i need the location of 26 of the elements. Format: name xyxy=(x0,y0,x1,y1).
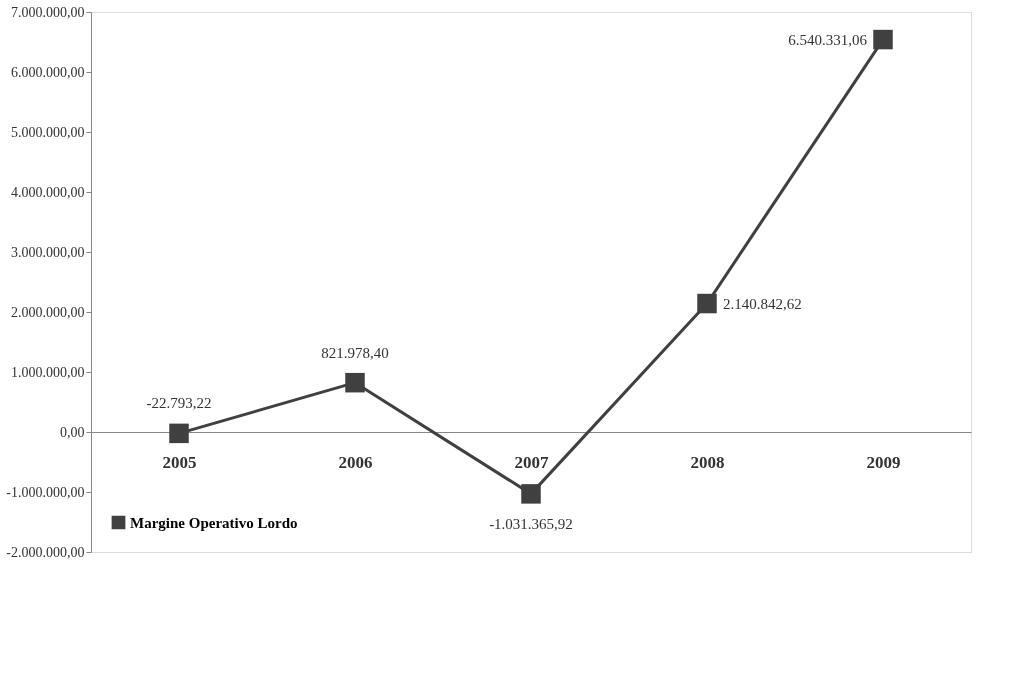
x-tick-label: 2006 xyxy=(338,452,373,472)
x-tick-label: 2009 xyxy=(866,452,901,472)
x-tick-label: 2008 xyxy=(690,452,725,472)
y-tick-label: -1.000.000,00 xyxy=(6,484,85,500)
data-label: 2.140.842,62 xyxy=(723,295,802,312)
point xyxy=(697,293,717,314)
y-tick-label: 5.000.000,00 xyxy=(11,124,85,140)
x-tick-label: 2005 xyxy=(162,452,197,472)
y-tick-label: 7.000.000,00 xyxy=(11,4,85,20)
data-label: -22.793,22 xyxy=(146,395,212,412)
y-tick-label: 2.000.000,00 xyxy=(11,304,85,320)
data-label: 821.978,40 xyxy=(321,344,389,361)
y-tick-label: 4.000.000,00 xyxy=(11,184,85,200)
y-tick-label: 6.000.000,00 xyxy=(11,64,85,80)
y-tick-label: 0,00 xyxy=(60,424,85,440)
y-tick-label: 3.000.000,00 xyxy=(11,244,85,260)
y-tick-label: -2.000.000,00 xyxy=(6,544,85,560)
data-label: -1.031.365,92 xyxy=(489,515,573,532)
point xyxy=(873,29,893,50)
point xyxy=(169,423,189,444)
point xyxy=(345,372,365,393)
data-label: 6.540.331,06 xyxy=(788,31,868,48)
y-tick-label: 1.000.000,00 xyxy=(11,364,85,380)
point xyxy=(521,484,541,504)
legend-label: Margine Operativo Lordo xyxy=(130,514,298,531)
x-tick-label: 2007 xyxy=(514,452,549,472)
